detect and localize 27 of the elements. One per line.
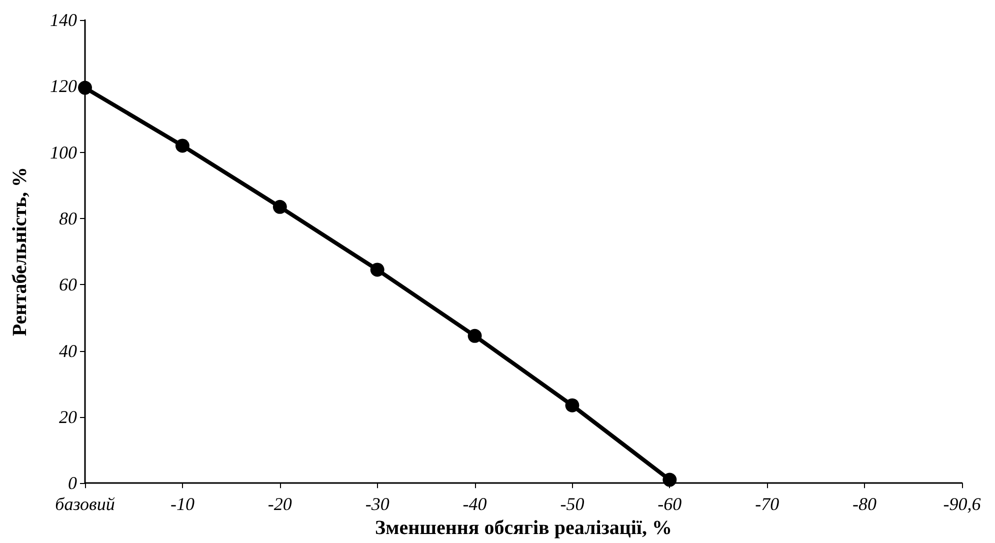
y-tick-label: 40 [59,340,77,361]
y-tick-label: 20 [59,406,77,427]
x-tick-label: -40 [462,494,487,514]
point [468,328,482,343]
y-tick-label: 80 [59,208,77,228]
point [78,80,92,95]
x-tick-label: -20 [268,494,292,514]
point [370,262,384,277]
x-tick-label: -60 [658,494,682,514]
y-tick-label: 100 [50,142,77,162]
y-tick-label: 0 [68,473,77,494]
x-tick-label: -90,6 [943,494,981,514]
point [175,138,190,153]
y-tick-label: 120 [50,76,77,96]
x-tick-label: -70 [755,494,780,514]
y-axis-title: Рентабельність, % [9,166,31,336]
x-tick-label: -50 [560,494,584,514]
point [565,398,580,412]
point [272,200,287,214]
point [662,472,677,487]
y-tick-label: 140 [50,10,77,30]
x-tick-label: -30 [365,494,390,514]
x-tick-label: -80 [852,494,877,514]
x-tick-label: базовий [55,494,115,514]
x-tick-label: -10 [170,494,194,514]
x-axis-title: Зменшення обсягів реалізації, % [375,517,672,539]
y-tick-label: 60 [59,274,77,295]
